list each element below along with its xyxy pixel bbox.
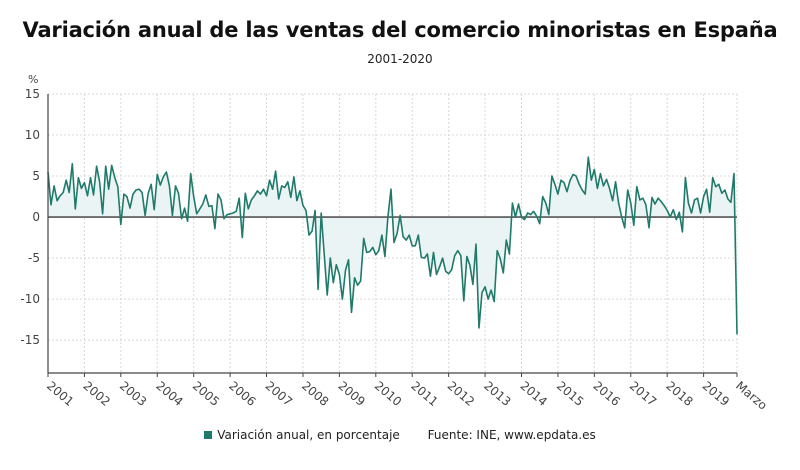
y-tick-label: -5	[28, 251, 40, 265]
x-tick-label: 2010	[372, 379, 404, 409]
legend-label: Variación anual, en porcentaje	[217, 428, 400, 442]
y-tick-label: -10	[20, 292, 40, 306]
y-axis-ticks: 15 10 5 0 -5 -10 -15	[20, 87, 40, 347]
x-tick-label: 2002	[80, 379, 112, 409]
legend-item: Variación anual, en porcentaje	[204, 428, 400, 442]
x-tick-label: 2003	[117, 379, 149, 409]
x-tick-label: 2004	[153, 379, 185, 409]
x-tick-label: 2017	[627, 379, 659, 409]
x-tick-label: 2016	[590, 379, 622, 409]
x-tick-label: 2008	[299, 379, 331, 409]
x-tick-label: 2014	[518, 379, 550, 409]
x-tick-label: 2011	[408, 379, 440, 409]
y-tick-label: -15	[20, 333, 40, 347]
x-tick-label: 2015	[554, 379, 586, 409]
x-tick-label: 2013	[481, 379, 513, 409]
axes	[47, 94, 737, 374]
x-tick-label: 2005	[190, 379, 222, 409]
y-tick-label: 15	[25, 87, 40, 101]
series-area-fill	[48, 157, 737, 335]
x-tick-label: 2012	[445, 379, 477, 409]
y-tick-label: 5	[32, 169, 40, 183]
grid	[48, 93, 738, 373]
x-axis-ticks: 2001 2002 2003 2004 2005 2006 2007 2008 2009 2010…	[44, 373, 770, 413]
legend-swatch	[204, 431, 213, 439]
x-tick-label: 2009	[335, 379, 367, 409]
x-tick-label: 2019	[700, 379, 732, 409]
series-line	[47, 156, 738, 335]
x-tick-label: Marzo	[733, 379, 770, 413]
x-tick-label: 2001	[44, 379, 76, 409]
x-tick-label: 2007	[263, 379, 295, 409]
x-tick-label: 2018	[663, 379, 695, 409]
y-tick-label: 10	[25, 128, 40, 142]
x-tick-label: 2006	[226, 379, 258, 409]
chart-subtitle: 2001-2020	[367, 52, 433, 66]
source-note: Fuente: INE, www.epdata.es	[427, 428, 596, 442]
y-tick-label: 0	[32, 210, 40, 224]
y-axis-unit-label: %	[28, 73, 38, 86]
legend: Variación anual, en porcentaje Fuente: I…	[0, 428, 800, 442]
chart-title: Variación anual de las ventas del comerc…	[22, 18, 778, 42]
